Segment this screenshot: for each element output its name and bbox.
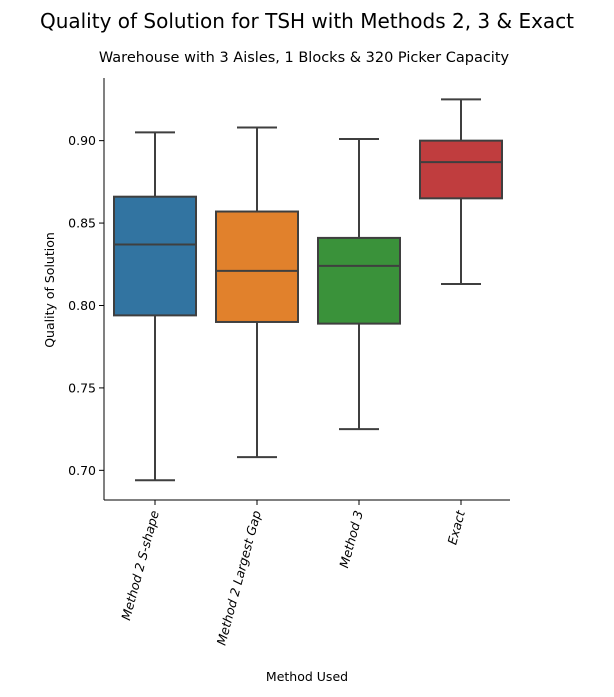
box-iqr — [215, 210, 299, 323]
chart-title: Quality of Solution for TSH with Methods… — [40, 9, 574, 33]
x-tick-label: Method 2 S-shape — [118, 509, 162, 622]
y-axis-title: Quality of Solution — [42, 232, 57, 348]
box-iqr — [113, 195, 197, 317]
y-tick-label: 0.80 — [68, 298, 96, 313]
x-tick-label: Exact — [444, 508, 468, 546]
y-tick-label: 0.70 — [68, 463, 96, 478]
plot-area: 0.70 0.75 0.80 0.85 0.90 Method 2 S-shape Meth… — [68, 78, 510, 647]
y-tick-label: 0.85 — [68, 216, 96, 231]
box-iqr — [419, 139, 503, 200]
box-iqr — [317, 236, 401, 325]
y-tick-label: 0.90 — [68, 133, 96, 148]
x-tick-label: Method 3 — [336, 509, 366, 570]
x-tick-label: Method 2 Largest Gap — [213, 509, 263, 647]
y-tick-label: 0.75 — [68, 380, 96, 395]
chart-subtitle: Warehouse with 3 Aisles, 1 Blocks & 320 … — [99, 50, 510, 66]
x-axis-title: Method Used — [266, 669, 348, 684]
